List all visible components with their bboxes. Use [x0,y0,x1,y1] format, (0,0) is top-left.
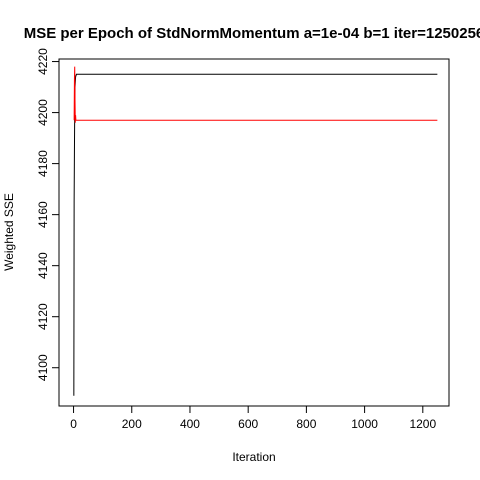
x-tick-label: 200 [122,417,142,431]
y-tick-label: 4160 [36,201,50,228]
series-layer [73,66,438,396]
x-axis-label: Iteration [232,450,275,464]
x-tick-label: 1000 [351,417,378,431]
y-tick-label: 4120 [36,303,50,330]
x-tick-label: 800 [296,417,316,431]
x-tick-label: 600 [238,417,258,431]
y-tick-label: 4200 [36,99,50,126]
series-line-1 [73,73,438,396]
x-tick-label: 1200 [409,417,436,431]
y-tick-label: 4140 [36,252,50,279]
x-tick-label: 400 [180,417,200,431]
series-line-2 [73,66,438,123]
y-tick-label: 4180 [36,150,50,177]
plot-frame [58,58,450,407]
y-tick-label: 4220 [36,48,50,75]
y-axis-label: Weighted SSE [2,193,16,271]
x-axis: 0 200 400 600 800 1000 1200 [70,406,436,431]
chart-title: MSE per Epoch of StdNormMomentum a=1e-04… [24,25,480,42]
y-tick-label: 4100 [36,354,50,381]
y-axis: 4100 4120 4140 4160 4180 4200 4220 [36,48,59,381]
x-tick-label: 0 [70,417,77,431]
